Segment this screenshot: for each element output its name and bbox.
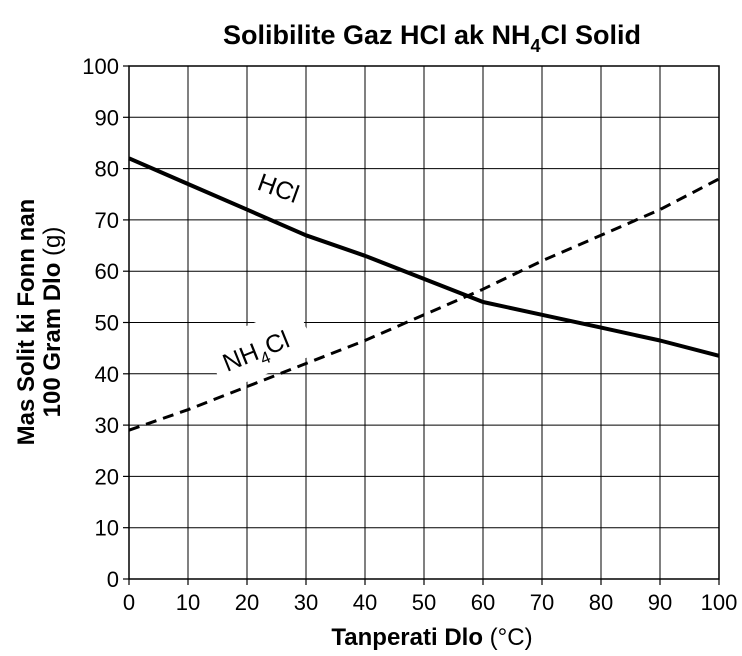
chart-title-part-b: Cl Solid	[541, 20, 642, 50]
x-tick-label: 60	[471, 590, 495, 615]
x-tick-label: 30	[294, 590, 318, 615]
x-tick-label: 70	[530, 590, 554, 615]
series-lines	[128, 156, 720, 432]
chart-title-part-a: Solibilite Gaz HCl ak NH	[223, 20, 531, 50]
y-tick-label: 20	[95, 464, 119, 489]
y-axis-label-line1: Mas Solit ki Fonn nan	[13, 199, 40, 446]
x-tick-label: 0	[123, 590, 135, 615]
y-tick-label: 40	[95, 362, 119, 387]
x-axis-label: Tanperati Dlo (°C)	[331, 624, 532, 651]
y-axis-label-line2: 100 Gram Dlo (g)	[39, 227, 66, 418]
series-line-hcl	[128, 156, 720, 358]
x-tick-label: 100	[701, 590, 738, 615]
y-tick-label: 90	[95, 105, 119, 130]
grid	[128, 65, 720, 580]
y-tick-label: 50	[95, 311, 119, 336]
x-tick-label: 90	[648, 590, 672, 615]
y-tick-label: 30	[95, 413, 119, 438]
x-tick-label: 10	[176, 590, 200, 615]
x-tick-label: 20	[235, 590, 259, 615]
y-axis-label: Mas Solit ki Fonn nan 100 Gram Dlo (g)	[13, 199, 66, 446]
series-label-hcl: HCl	[254, 168, 303, 209]
chart-title: Solibilite Gaz HCl ak NH4Cl Solid	[223, 20, 641, 56]
x-tick-label: 50	[412, 590, 436, 615]
plot-frame	[128, 65, 720, 580]
series-line-nh4cl	[128, 177, 720, 432]
y-tick-label: 80	[95, 157, 119, 182]
x-tick-label: 40	[353, 590, 377, 615]
x-tick-label: 80	[589, 590, 613, 615]
y-tick-label: 100	[82, 54, 119, 79]
axis-ticks: 0 10 20 30 40 50 60 70 80 90 100 0 10 20 30 40 50 60 70 80 9…	[82, 54, 737, 615]
chart-title-subscript: 4	[531, 36, 541, 56]
y-tick-label: 0	[107, 567, 119, 592]
y-tick-label: 10	[95, 516, 119, 541]
y-tick-label: 70	[95, 208, 119, 233]
nh4cl-label-background	[204, 305, 317, 392]
y-tick-label: 60	[95, 259, 119, 284]
